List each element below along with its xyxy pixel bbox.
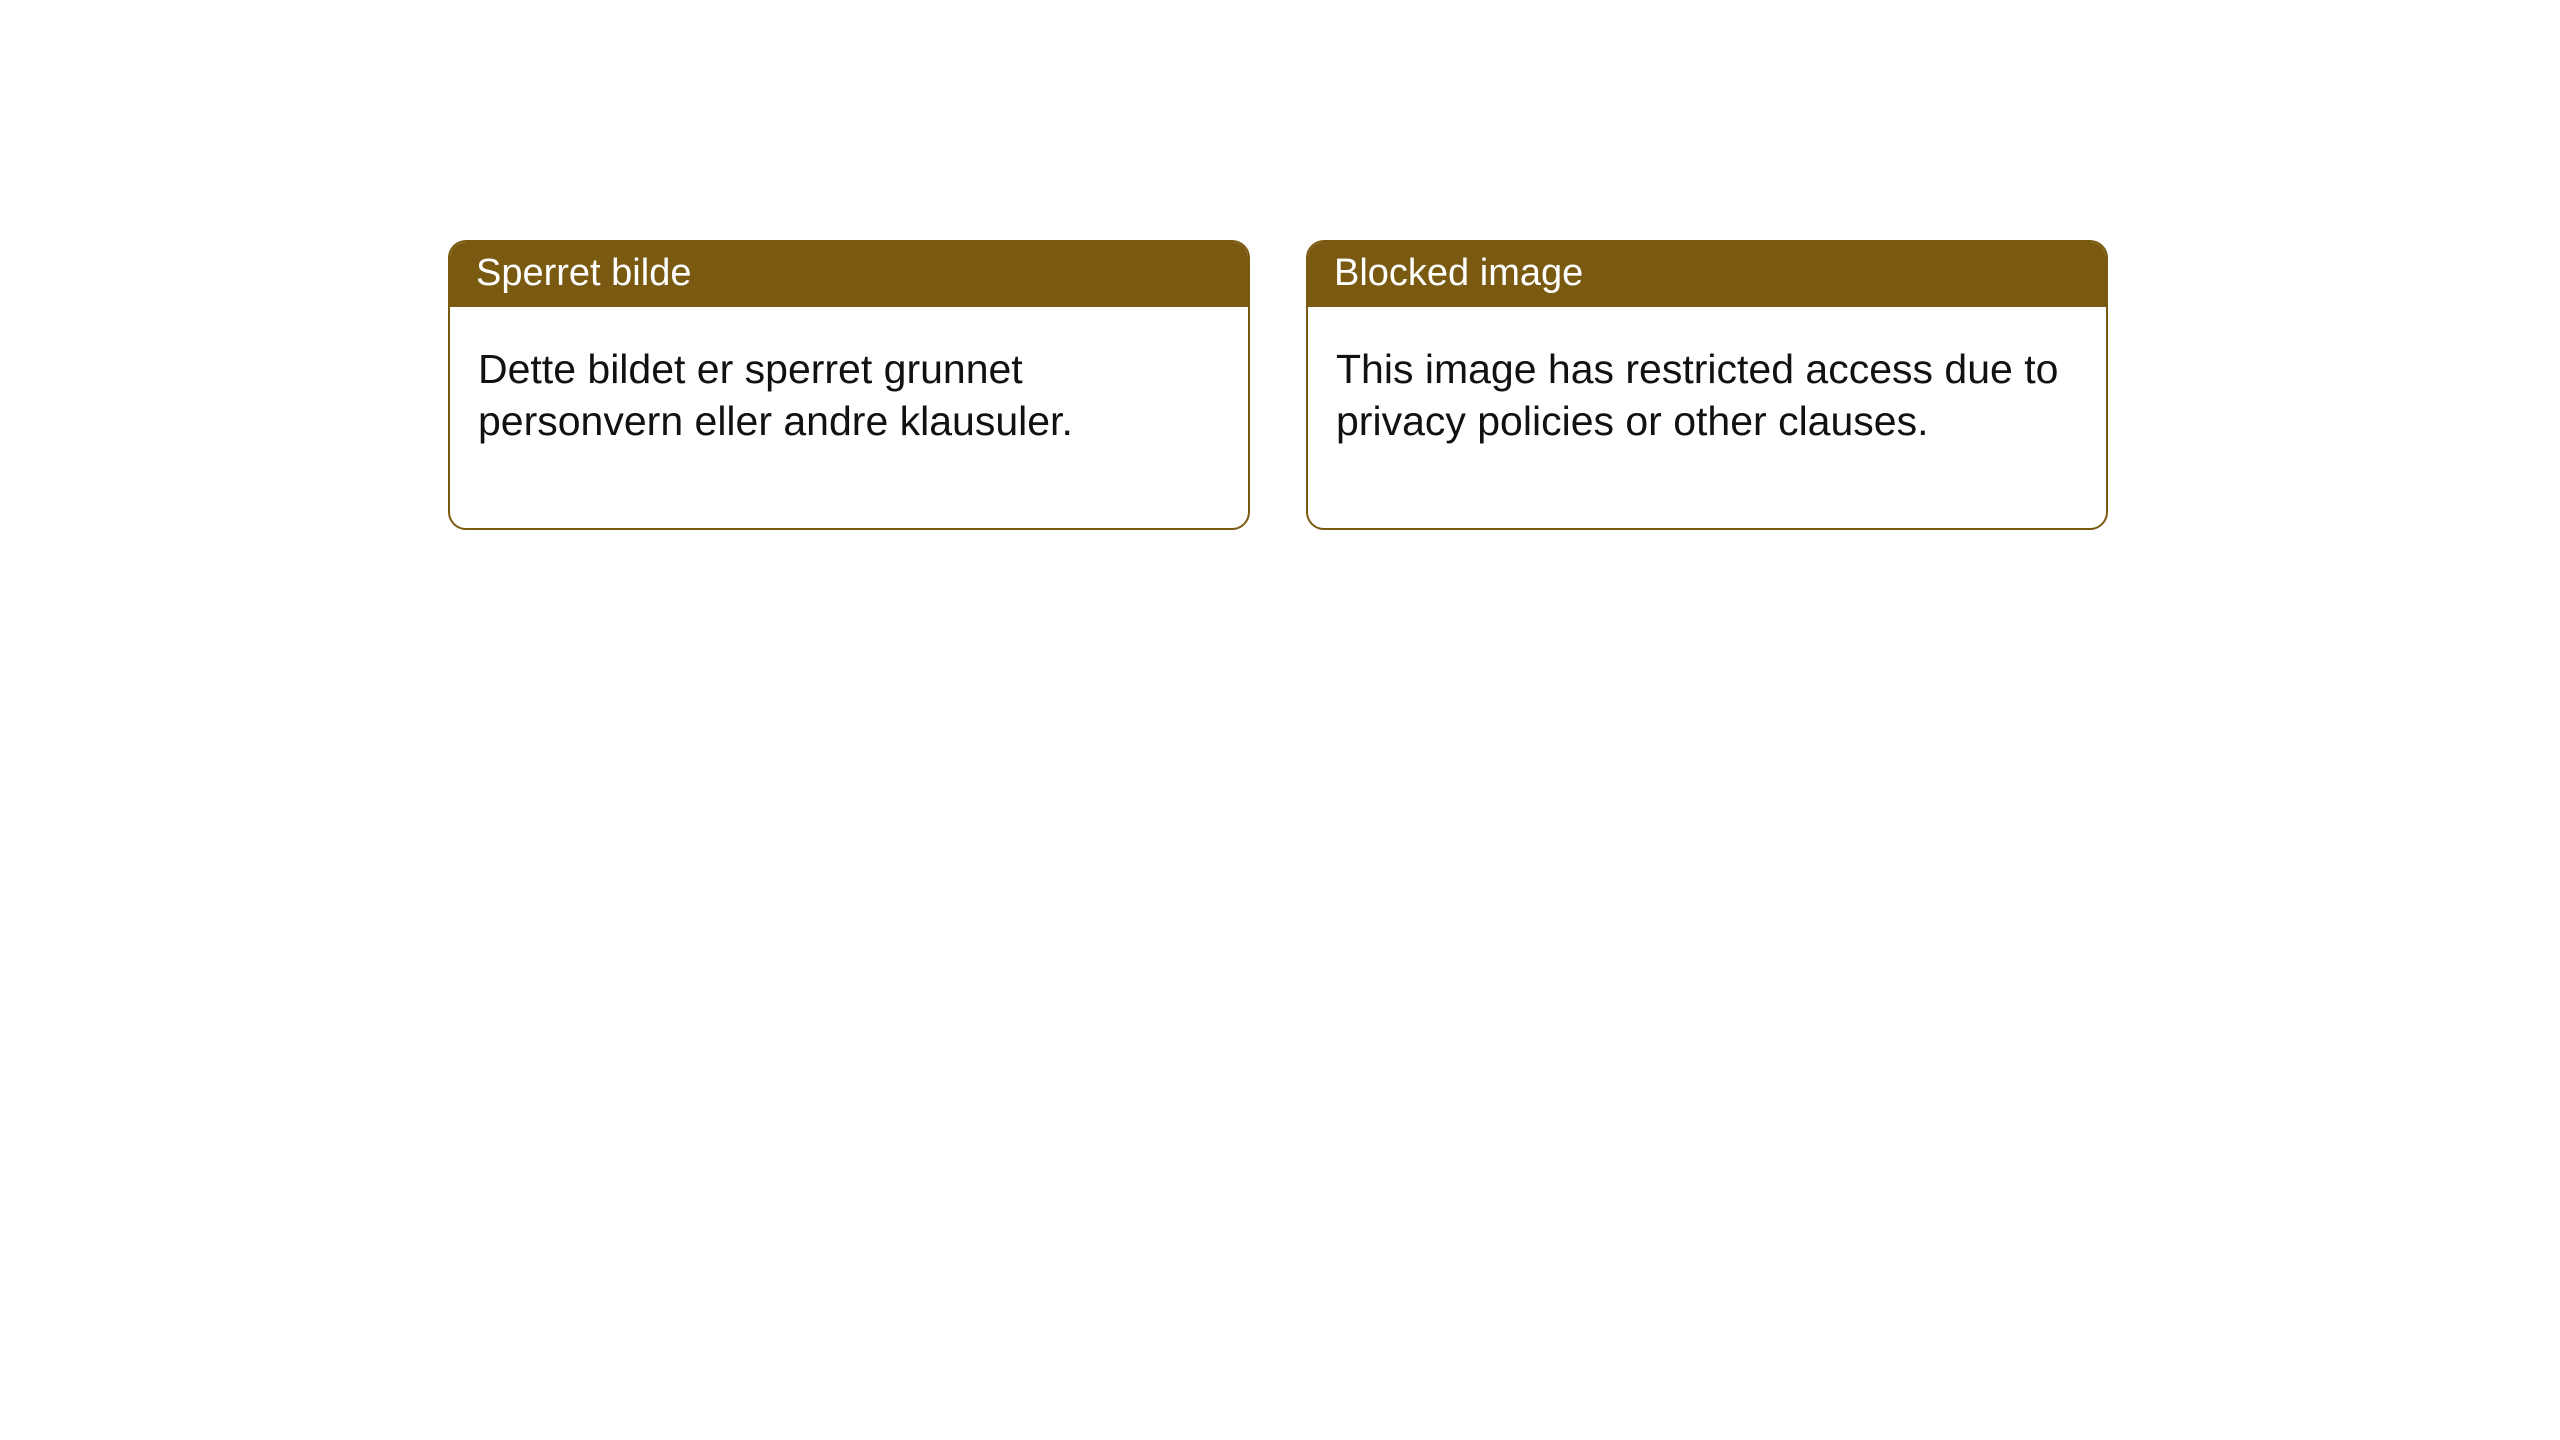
blocked-image-card-header-no: Sperret bilde: [450, 242, 1248, 307]
blocked-image-card-body-no: Dette bildet er sperret grunnet personve…: [450, 307, 1248, 528]
blocked-image-card-header-en: Blocked image: [1308, 242, 2106, 307]
blocked-image-card-body-en: This image has restricted access due to …: [1308, 307, 2106, 528]
blocked-image-card-en: Blocked image This image has restricted …: [1306, 240, 2108, 530]
blocked-image-card-no: Sperret bilde Dette bildet er sperret gr…: [448, 240, 1250, 530]
blocked-image-notice-container: Sperret bilde Dette bildet er sperret gr…: [0, 0, 2560, 530]
